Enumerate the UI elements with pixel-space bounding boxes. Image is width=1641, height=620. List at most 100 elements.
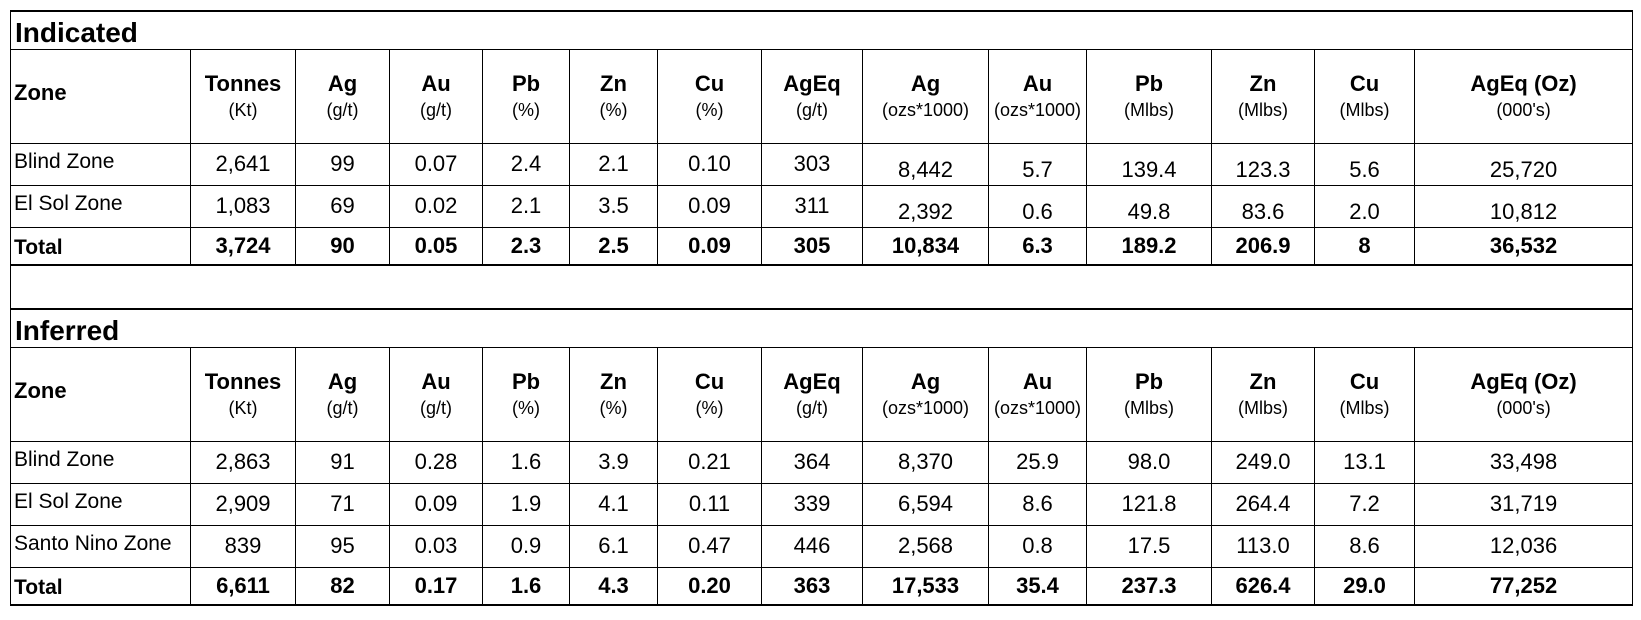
column-header: Tonnes (Kt) bbox=[190, 48, 296, 144]
column-header: AgEq (Oz) (000's) bbox=[1413, 346, 1634, 442]
column-header: Ag (g/t) bbox=[295, 48, 390, 144]
column-header: Au (ozs*1000) bbox=[988, 48, 1087, 144]
value-cell: 83.6 bbox=[1211, 184, 1315, 228]
column-header-unit: (%) bbox=[512, 398, 540, 418]
value-cell: 8,370 bbox=[862, 440, 989, 484]
value-cell: 0.47 bbox=[657, 524, 762, 568]
value-cell: 1.9 bbox=[482, 482, 570, 526]
value-cell: 1.6 bbox=[482, 440, 570, 484]
total-row: Total 6,611 82 0.17 1.6 4.3 0.20 363 17,533 35.4 2… bbox=[10, 566, 1634, 606]
column-header-name: Au bbox=[1022, 369, 1053, 394]
value-cell: 2,392 bbox=[862, 184, 989, 228]
total-value-cell: 189.2 bbox=[1086, 226, 1212, 266]
value-cell: 2.1 bbox=[482, 184, 570, 228]
column-header: Cu (%) bbox=[657, 346, 762, 442]
total-row: Total 3,724 90 0.05 2.3 2.5 0.09 305 10,834 6.3 18… bbox=[10, 226, 1634, 266]
value-cell: 31,719 bbox=[1413, 482, 1634, 526]
column-header: Zn (%) bbox=[569, 346, 658, 442]
column-header-unit: (g/t) bbox=[419, 100, 452, 120]
total-value-cell: 36,532 bbox=[1413, 226, 1634, 266]
zone-name-cell: Santo Nino Zone bbox=[10, 524, 191, 568]
value-cell: 6.1 bbox=[569, 524, 658, 568]
column-header-name: Zone bbox=[14, 377, 67, 403]
header-row: Zone Tonnes (Kt) Ag (g/t) Au (g/t) Pb (%) Zn (%) Cu… bbox=[10, 346, 1634, 442]
value-cell: 17.5 bbox=[1086, 524, 1212, 568]
value-cell: 5.7 bbox=[988, 142, 1087, 186]
total-value-cell: 82 bbox=[295, 566, 390, 606]
column-header-name: Pb bbox=[511, 71, 541, 96]
total-label-cell: Total bbox=[10, 226, 191, 266]
table-row: Blind Zone 2,641 99 0.07 2.4 2.1 0.10 303 8,442 5… bbox=[10, 142, 1634, 186]
column-header: Pb (Mlbs) bbox=[1086, 48, 1212, 144]
value-cell: 0.09 bbox=[657, 184, 762, 228]
column-header-unit: (g/t) bbox=[795, 100, 828, 120]
column-header-name: Cu bbox=[694, 71, 725, 96]
value-cell: 8.6 bbox=[988, 482, 1087, 526]
column-header-unit: (Mlbs) bbox=[1339, 100, 1390, 120]
value-cell: 2.0 bbox=[1314, 184, 1415, 228]
value-cell: 0.10 bbox=[657, 142, 762, 186]
column-header: Pb (%) bbox=[482, 346, 570, 442]
value-cell: 25.9 bbox=[988, 440, 1087, 484]
total-value-cell: 0.09 bbox=[657, 226, 762, 266]
table-row: Santo Nino Zone 839 95 0.03 0.9 6.1 0.47 446 2,5… bbox=[10, 524, 1634, 568]
column-header-name: Au bbox=[421, 71, 451, 96]
column-header-name: Cu bbox=[694, 369, 725, 394]
total-value-cell: 90 bbox=[295, 226, 390, 266]
total-value-cell: 2.5 bbox=[569, 226, 658, 266]
total-value-cell: 4.3 bbox=[569, 566, 658, 606]
column-header-unit: (Mlbs) bbox=[1339, 398, 1390, 418]
value-cell: 2,641 bbox=[190, 142, 296, 186]
value-cell: 3.9 bbox=[569, 440, 658, 484]
column-header-name: Pb bbox=[1134, 71, 1164, 96]
column-header: AgEq (g/t) bbox=[761, 346, 863, 442]
column-header: AgEq (Oz) (000's) bbox=[1413, 48, 1634, 144]
column-header: Tonnes (Kt) bbox=[190, 346, 296, 442]
column-header: Pb (%) bbox=[482, 48, 570, 144]
column-header-unit: (g/t) bbox=[419, 398, 452, 418]
column-header-name: Ag bbox=[910, 369, 941, 394]
column-header-unit: (%) bbox=[695, 100, 724, 120]
header-row: Zone Tonnes (Kt) Ag (g/t) Au (g/t) Pb (%) Zn (%) Cu… bbox=[10, 48, 1634, 144]
column-header: Ag (g/t) bbox=[295, 346, 390, 442]
column-header-unit: (g/t) bbox=[326, 398, 359, 418]
column-header-name: Zn bbox=[600, 71, 627, 96]
column-header-unit: (ozs*1000) bbox=[993, 100, 1082, 120]
column-header: Pb (Mlbs) bbox=[1086, 346, 1212, 442]
column-header-unit: (%) bbox=[695, 398, 724, 418]
value-cell: 2,909 bbox=[190, 482, 296, 526]
table-row: El Sol Zone 2,909 71 0.09 1.9 4.1 0.11 339 6,594… bbox=[10, 482, 1634, 526]
column-header: Zn (Mlbs) bbox=[1211, 346, 1315, 442]
value-cell: 99 bbox=[295, 142, 390, 186]
value-cell: 10,812 bbox=[1413, 184, 1634, 228]
column-header-unit: (ozs*1000) bbox=[881, 398, 970, 418]
value-cell: 2.4 bbox=[482, 142, 570, 186]
value-cell: 0.9 bbox=[482, 524, 570, 568]
column-header-unit: (%) bbox=[599, 100, 628, 120]
column-header-name: Tonnes bbox=[204, 369, 282, 394]
column-header: Cu (Mlbs) bbox=[1314, 346, 1415, 442]
value-cell: 98.0 bbox=[1086, 440, 1212, 484]
value-cell: 7.2 bbox=[1314, 482, 1415, 526]
column-header: Au (g/t) bbox=[389, 48, 483, 144]
value-cell: 8.6 bbox=[1314, 524, 1415, 568]
column-header-unit: (ozs*1000) bbox=[881, 100, 970, 120]
column-header: Zn (Mlbs) bbox=[1211, 48, 1315, 144]
total-value-cell: 17,533 bbox=[862, 566, 989, 606]
column-header-unit: (%) bbox=[512, 100, 540, 120]
column-header-unit: (ozs*1000) bbox=[993, 398, 1082, 418]
column-header-name: Zn bbox=[600, 369, 627, 394]
value-cell: 71 bbox=[295, 482, 390, 526]
value-cell: 2,863 bbox=[190, 440, 296, 484]
column-header-name: Cu bbox=[1349, 369, 1380, 394]
value-cell: 311 bbox=[761, 184, 863, 228]
value-cell: 5.6 bbox=[1314, 142, 1415, 186]
column-header-name: Au bbox=[421, 369, 451, 394]
value-cell: 8,442 bbox=[862, 142, 989, 186]
total-value-cell: 305 bbox=[761, 226, 863, 266]
total-value-cell: 0.20 bbox=[657, 566, 762, 606]
total-value-cell: 2.3 bbox=[482, 226, 570, 266]
total-value-cell: 1.6 bbox=[482, 566, 570, 606]
resource-table: Indicated Zone Tonnes (Kt) Ag (g/t) Au (g/t) Pb (… bbox=[9, 10, 1634, 606]
value-cell: 364 bbox=[761, 440, 863, 484]
